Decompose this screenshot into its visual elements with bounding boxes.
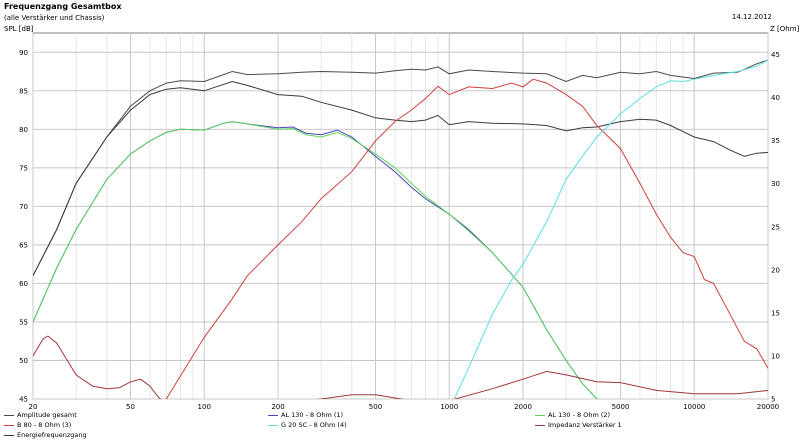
legend-label: AL 130 - 8 Ohm (1) xyxy=(281,411,344,419)
y-tick-label-right: 40 xyxy=(771,94,780,102)
legend-label: B 80 - 8 Ohm (3) xyxy=(17,421,72,429)
x-tick-label: 50 xyxy=(126,403,135,411)
legend-label: AL 130 - 8 Ohm (2) xyxy=(548,411,611,419)
x-tick-label: 20 xyxy=(29,403,38,411)
series-line-impedanz-verst-rker-1 xyxy=(33,335,768,399)
y-tick-label-right: 5 xyxy=(771,396,775,404)
y-axis-left-label: SPL [dB] xyxy=(4,25,34,33)
chart-date: 14.12.2012 xyxy=(731,13,772,21)
y-tick-label-right: 15 xyxy=(771,309,780,317)
x-tick-label: 20000 xyxy=(757,403,779,411)
legend-swatch xyxy=(535,414,545,416)
legend-label: Amplitude gesamt xyxy=(17,411,77,419)
legend-item: Energiefrequenzgang xyxy=(4,431,87,439)
y-tick-label-right: 20 xyxy=(771,266,780,274)
y-tick-label-left: 45 xyxy=(19,396,28,404)
legend-swatch xyxy=(4,414,14,416)
series-line-b-80-8-ohm-3 xyxy=(165,78,768,399)
y-axis-right-label: Z [Ohm] xyxy=(770,25,800,33)
x-tick-label: 100 xyxy=(198,403,211,411)
legend-label: Energiefrequenzgang xyxy=(17,431,87,439)
legend-swatch xyxy=(4,434,14,436)
y-tick-label-right: 10 xyxy=(771,352,780,360)
legend-swatch xyxy=(535,424,545,426)
x-tick-label: 2000 xyxy=(514,403,532,411)
y-tick-label-right: 35 xyxy=(771,137,780,145)
y-tick-label-left: 55 xyxy=(19,318,28,326)
y-tick-label-left: 85 xyxy=(19,87,28,95)
y-tick-label-left: 80 xyxy=(19,126,28,134)
legend-item: Amplitude gesamt xyxy=(4,411,77,419)
legend-label: Impedanz Verstärker 1 xyxy=(548,421,622,429)
legend-swatch xyxy=(268,424,278,426)
y-tick-label-left: 90 xyxy=(19,49,28,57)
legend-label: G 20 SC - 8 Ohm (4) xyxy=(281,421,347,429)
series-line-g-20-sc-8-ohm-4 xyxy=(453,59,768,399)
y-tick-label-left: 75 xyxy=(19,164,28,172)
series-line-energiefrequenzgang xyxy=(33,80,768,276)
legend-item: G 20 SC - 8 Ohm (4) xyxy=(268,421,347,429)
x-tick-label: 5000 xyxy=(612,403,630,411)
y-tick-label-right: 45 xyxy=(771,51,780,59)
y-tick-label-left: 50 xyxy=(19,357,28,365)
y-tick-label-left: 60 xyxy=(19,280,28,288)
legend-item: AL 130 - 8 Ohm (1) xyxy=(268,411,343,419)
x-tick-label: 200 xyxy=(271,403,284,411)
legend-swatch xyxy=(268,414,278,416)
series-line-al-130-8-ohm-2 xyxy=(33,121,598,399)
legend-item: B 80 - 8 Ohm (3) xyxy=(4,421,71,429)
chart-subtitle: (alle Verstärker und Chassis) xyxy=(4,14,105,22)
y-tick-label-right: 25 xyxy=(771,223,780,231)
x-tick-label: 1000 xyxy=(440,403,458,411)
y-tick-label-right: 30 xyxy=(771,180,780,188)
legend-item: AL 130 - 8 Ohm (2) xyxy=(535,411,610,419)
y-tick-label-left: 65 xyxy=(19,241,28,249)
y-tick-label-left: 70 xyxy=(19,203,28,211)
x-tick-label: 500 xyxy=(369,403,382,411)
legend-swatch xyxy=(4,424,14,426)
series-line-amplitude-gesamt xyxy=(33,59,768,276)
x-tick-label: 10000 xyxy=(683,403,705,411)
chart-title: Frequenzgang Gesamtbox xyxy=(4,2,122,11)
legend-item: Impedanz Verstärker 1 xyxy=(535,421,622,429)
